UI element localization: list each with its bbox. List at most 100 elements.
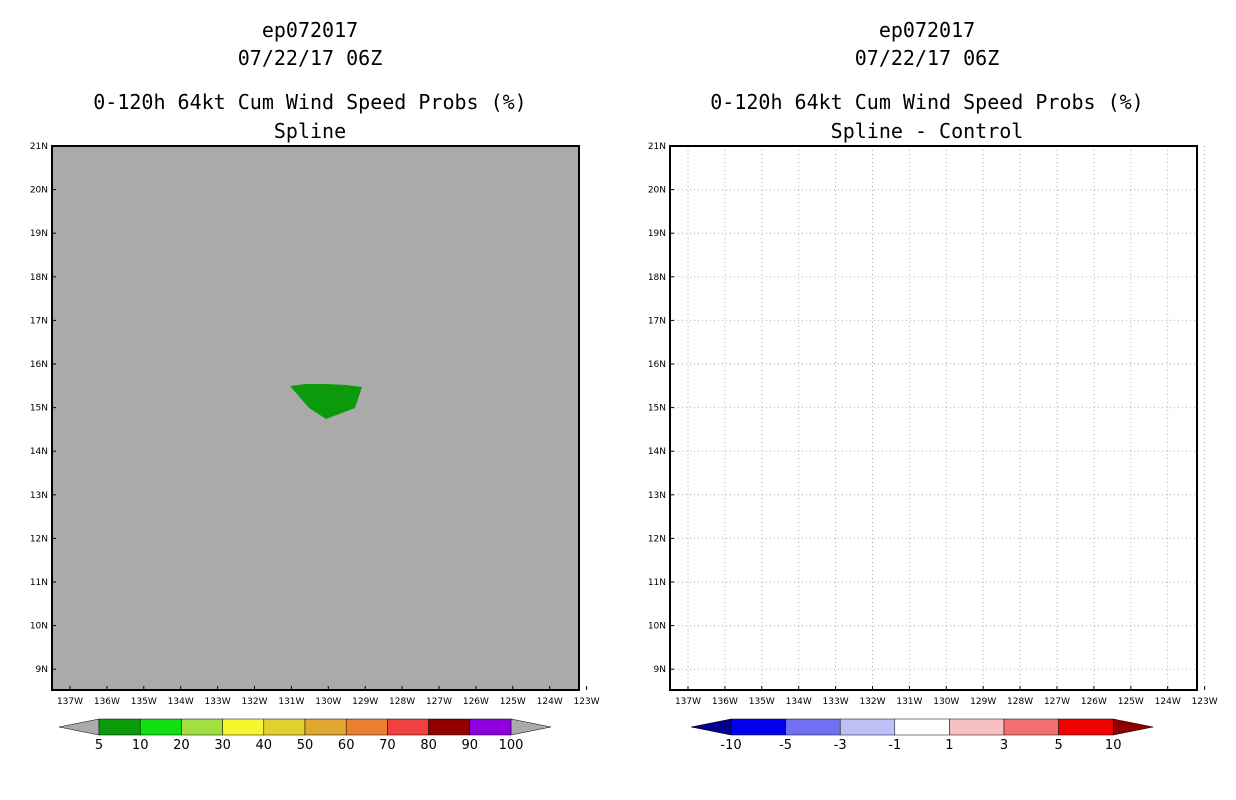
left-lon-label: 135W [131, 697, 157, 707]
right-lon-label: 132W [859, 697, 885, 707]
left-lat-label: 15N [30, 404, 48, 414]
right-colorbar-swatch [785, 718, 841, 736]
left-colorbar-label: 70 [379, 738, 396, 753]
right-lat-label: 11N [648, 578, 666, 588]
left-lat-label: 14N [30, 447, 48, 457]
left-lat-label: 9N [36, 665, 48, 675]
left-axis-ticks: 21N 20N 19N 18N 17N 16N 15N 14N 13N 12N 11N 10N 9N 13… [30, 142, 600, 707]
left-lat-label: 13N [30, 491, 48, 501]
left-lat-label: 20N [30, 186, 48, 196]
right-map-background [670, 146, 1197, 690]
left-lat-label: 11N [30, 578, 48, 588]
right-colorbar-label: -5 [779, 738, 792, 753]
left-lon-label: 137W [57, 697, 83, 707]
left-lon-label: 128W [389, 697, 415, 707]
right-lat-label: 19N [648, 229, 666, 239]
right-lon-label: 134W [786, 697, 812, 707]
left-lon-label: 125W [500, 697, 526, 707]
right-product-title: 0-120h 64kt Cum Wind Speed Probs (%) [710, 90, 1144, 114]
left-colorbar: 5 10 20 30 40 50 60 70 80 90 100 [58, 718, 552, 753]
left-colorbar-swatch [181, 718, 223, 736]
left-colorbar-label: 30 [214, 738, 231, 753]
left-colorbar-label: 60 [338, 738, 355, 753]
left-colorbar-label: 5 [95, 738, 103, 753]
left-lat-label: 17N [30, 316, 48, 326]
right-lat-label: 16N [648, 360, 666, 370]
left-colorbar-over-arrow [510, 718, 552, 736]
left-colorbar-swatch [263, 718, 306, 736]
left-colorbar-swatch [222, 718, 265, 736]
left-lon-label: 123W [574, 697, 600, 707]
left-colorbar-label: 80 [420, 738, 437, 753]
right-lat-label: 20N [648, 186, 666, 196]
right-map-gridlines [670, 146, 1206, 690]
left-lon-label: 133W [205, 697, 231, 707]
left-colorbar-under-arrow [58, 718, 100, 736]
left-lat-label: 19N [30, 229, 48, 239]
left-colorbar-swatch [428, 718, 471, 736]
left-lat-label: 18N [30, 273, 48, 283]
right-lat-label: 17N [648, 316, 666, 326]
right-lon-label: 131W [896, 697, 922, 707]
right-colorbar-swatch [1058, 718, 1114, 736]
left-lon-label: 126W [463, 697, 489, 707]
right-datetime: 07/22/17 06Z [854, 46, 1000, 70]
right-colorbar-label: 10 [1105, 738, 1122, 753]
probability-contour-area [290, 384, 362, 419]
right-axis-ticks: 21N 20N 19N 18N 17N 16N 15N 14N 13N 12N 11N 10N 9N 13… [648, 142, 1218, 707]
right-colorbar-label: -3 [834, 738, 847, 753]
right-lon-label: 133W [823, 697, 849, 707]
right-storm-id: ep072017 [878, 18, 976, 42]
left-map-frame [51, 145, 580, 691]
left-lat-label: 10N [30, 622, 48, 632]
left-lon-label: 132W [241, 697, 267, 707]
left-map-background [52, 146, 579, 690]
right-lon-label: 126W [1081, 697, 1107, 707]
left-colorbar-label: 20 [173, 738, 190, 753]
right-subtitle: Spline - Control [830, 119, 1024, 143]
right-colorbar-label: -10 [720, 738, 741, 753]
right-lon-label: 123W [1192, 697, 1218, 707]
right-colorbar-label: 1 [945, 738, 953, 753]
right-colorbar-under-arrow [690, 718, 732, 736]
left-lon-label: 124W [537, 697, 563, 707]
right-colorbar-label: 3 [1000, 738, 1008, 753]
left-colorbar-swatch [304, 718, 347, 736]
right-lat-label: 10N [648, 622, 666, 632]
left-colorbar-label: 50 [297, 738, 314, 753]
left-colorbar-swatch [98, 718, 141, 736]
left-colorbar-label: 40 [256, 738, 273, 753]
right-lat-label: 9N [654, 665, 666, 675]
left-lon-label: 129W [352, 697, 378, 707]
left-lon-label: 136W [94, 697, 120, 707]
right-lon-label: 136W [712, 697, 738, 707]
right-colorbar: -10 -5 -3 -1 1 3 5 10 [690, 718, 1154, 753]
left-product-title: 0-120h 64kt Cum Wind Speed Probs (%) [93, 90, 527, 114]
left-storm-id: ep072017 [261, 18, 359, 42]
right-lat-label: 15N [648, 404, 666, 414]
right-lon-label: 127W [1044, 697, 1070, 707]
right-map-frame [669, 145, 1198, 691]
right-lat-label: 18N [648, 273, 666, 283]
left-lat-label: 21N [30, 142, 48, 152]
right-colorbar-over-arrow [1112, 718, 1154, 736]
right-lon-label: 137W [675, 697, 701, 707]
left-lon-label: 127W [426, 697, 452, 707]
right-lat-label: 14N [648, 447, 666, 457]
left-lon-label: 134W [168, 697, 194, 707]
left-colorbar-swatch [469, 718, 512, 736]
right-lon-label: 125W [1118, 697, 1144, 707]
right-lat-label: 13N [648, 491, 666, 501]
right-colorbar-swatch [839, 718, 896, 736]
right-colorbar-swatch [949, 718, 1005, 736]
left-colorbar-label: 100 [499, 738, 524, 753]
left-colorbar-swatch [139, 718, 182, 736]
right-lon-label: 130W [933, 697, 959, 707]
right-colorbar-swatch [1003, 718, 1059, 736]
left-lat-label: 12N [30, 534, 48, 544]
left-datetime: 07/22/17 06Z [237, 46, 383, 70]
left-lon-label: 130W [315, 697, 341, 707]
left-lon-label: 131W [278, 697, 304, 707]
right-lon-label: 124W [1155, 697, 1181, 707]
left-colorbar-label: 90 [462, 738, 479, 753]
